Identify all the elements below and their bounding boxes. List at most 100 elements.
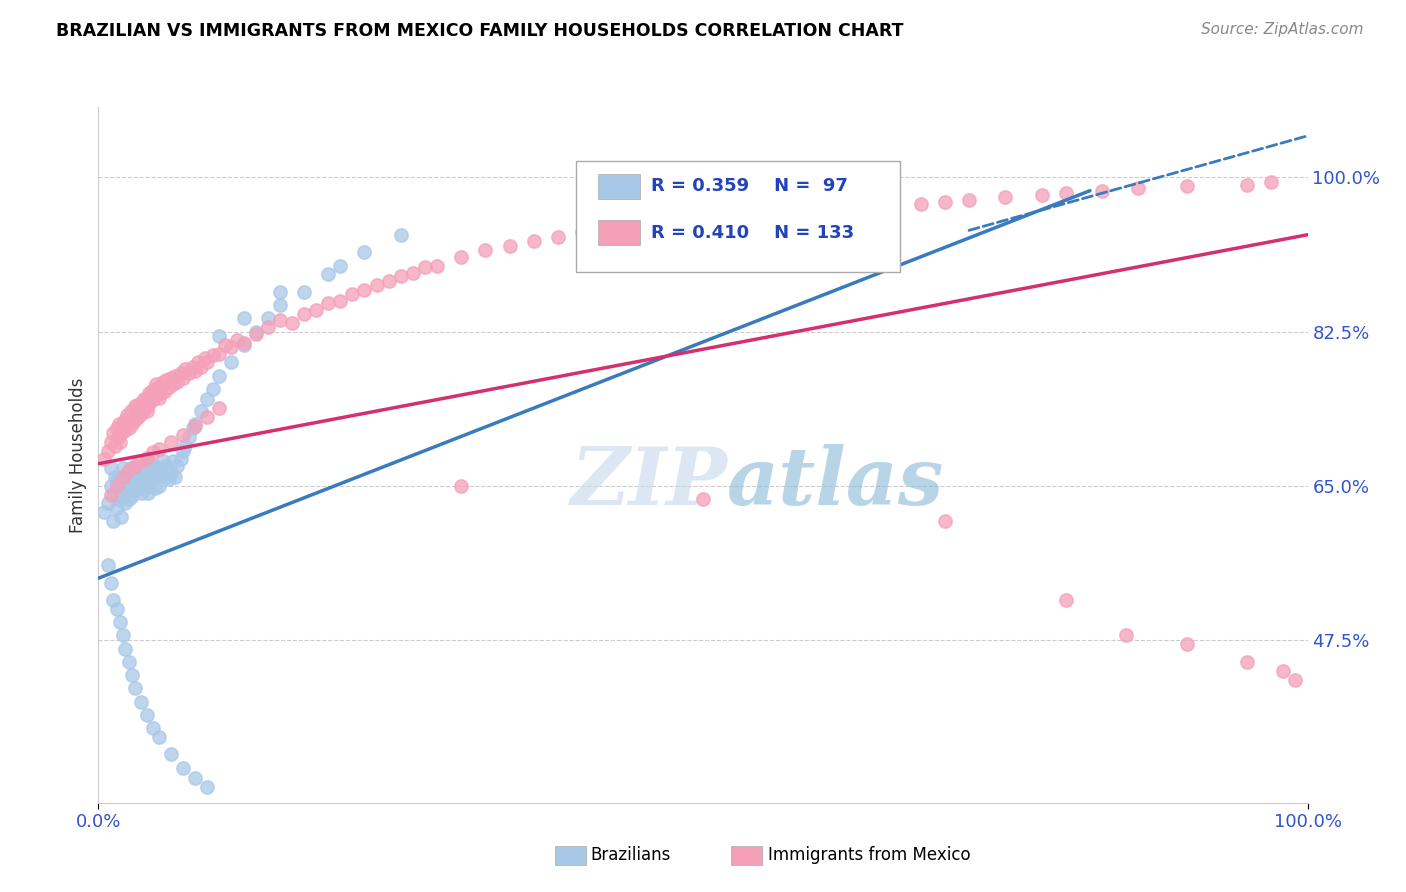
- Point: [101, 514, 124, 528]
- Point: [152, 454, 174, 468]
- Point: [135, 400, 157, 414]
- Point: [121, 417, 143, 431]
- Point: [187, 355, 209, 369]
- Point: [1054, 186, 1077, 201]
- Point: [389, 269, 412, 284]
- Text: R = 0.359    N =  97: R = 0.359 N = 97: [651, 178, 848, 195]
- Point: [139, 395, 162, 409]
- Point: [143, 481, 166, 495]
- Point: [127, 398, 149, 412]
- Point: [1260, 175, 1282, 189]
- Point: [190, 359, 212, 374]
- Point: [132, 472, 155, 486]
- Point: [214, 338, 236, 352]
- Point: [1175, 179, 1198, 194]
- Point: [105, 479, 128, 493]
- Point: [124, 483, 146, 497]
- Point: [221, 340, 243, 354]
- Point: [813, 202, 835, 216]
- Point: [752, 205, 775, 219]
- Point: [245, 327, 267, 342]
- Point: [166, 459, 188, 474]
- Point: [450, 479, 472, 493]
- Point: [139, 457, 162, 471]
- Point: [97, 443, 120, 458]
- Point: [148, 442, 170, 456]
- Point: [208, 346, 231, 360]
- Point: [117, 409, 139, 423]
- Point: [474, 243, 496, 257]
- Point: [135, 404, 157, 418]
- Point: [107, 430, 129, 444]
- Point: [155, 373, 177, 387]
- Point: [1054, 593, 1077, 607]
- Point: [142, 470, 165, 484]
- Point: [179, 366, 201, 380]
- Point: [402, 266, 425, 280]
- Point: [329, 259, 352, 273]
- Point: [172, 371, 194, 385]
- Point: [292, 307, 315, 321]
- Point: [1272, 664, 1295, 678]
- Point: [172, 443, 194, 458]
- Point: [93, 452, 115, 467]
- Point: [118, 491, 141, 506]
- Y-axis label: Family Households: Family Households: [69, 377, 87, 533]
- Point: [305, 302, 328, 317]
- Point: [208, 329, 231, 343]
- Point: [111, 628, 134, 642]
- Point: [269, 285, 291, 299]
- Point: [134, 459, 156, 474]
- Point: [108, 417, 131, 431]
- Point: [523, 234, 546, 248]
- Point: [131, 485, 153, 500]
- Point: [108, 470, 131, 484]
- Point: [125, 409, 148, 423]
- Point: [366, 277, 388, 292]
- Point: [142, 445, 165, 459]
- Point: [108, 615, 131, 630]
- Point: [1031, 188, 1053, 202]
- Point: [120, 404, 142, 418]
- Point: [619, 219, 641, 233]
- Point: [342, 286, 364, 301]
- Point: [202, 348, 225, 362]
- Point: [910, 197, 932, 211]
- Point: [353, 245, 375, 260]
- Point: [184, 418, 207, 433]
- Point: [129, 407, 152, 421]
- Point: [160, 466, 183, 480]
- Point: [202, 382, 225, 396]
- Point: [101, 593, 124, 607]
- Point: [118, 413, 141, 427]
- Point: [860, 199, 883, 213]
- Point: [1175, 637, 1198, 651]
- Point: [155, 459, 177, 474]
- Point: [1115, 628, 1137, 642]
- Point: [101, 425, 124, 440]
- Point: [232, 338, 254, 352]
- Point: [426, 259, 449, 273]
- Point: [135, 463, 157, 477]
- Point: [124, 681, 146, 696]
- Point: [115, 475, 138, 489]
- Point: [127, 459, 149, 474]
- Point: [142, 392, 165, 407]
- Point: [111, 470, 134, 484]
- Point: [269, 298, 291, 312]
- Point: [377, 274, 399, 288]
- Text: R = 0.410    N = 133: R = 0.410 N = 133: [651, 224, 853, 242]
- Point: [692, 210, 714, 224]
- Point: [131, 395, 153, 409]
- Point: [97, 496, 120, 510]
- Point: [169, 452, 191, 467]
- Point: [135, 707, 157, 722]
- Point: [114, 470, 136, 484]
- Point: [195, 410, 218, 425]
- Point: [1284, 673, 1306, 687]
- Point: [136, 485, 159, 500]
- Point: [1236, 655, 1258, 669]
- Text: atlas: atlas: [727, 444, 945, 522]
- Text: Brazilians: Brazilians: [591, 847, 671, 864]
- Point: [129, 475, 152, 489]
